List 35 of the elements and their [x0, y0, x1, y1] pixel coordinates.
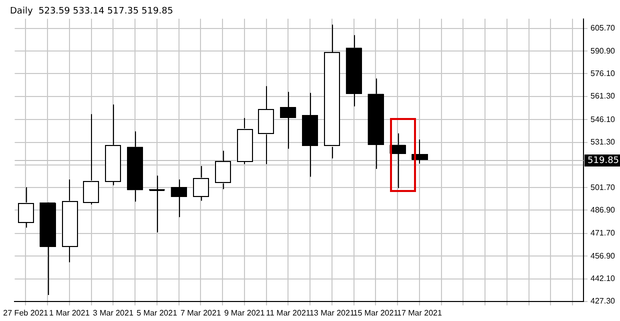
y-tick-label: 471.70: [590, 228, 616, 238]
candlestick: [149, 175, 165, 233]
x-tick-label: 7 Mar 2021: [180, 308, 222, 318]
candlestick: [127, 130, 143, 202]
chart-title: Daily 523.59 533.14 517.35 519.85: [10, 6, 174, 17]
x-tick-label: 5 Mar 2021: [136, 308, 178, 318]
y-tick-label: 546.10: [590, 114, 616, 124]
candlestick: [346, 34, 362, 107]
x-tick-label: 27 Feb 2021: [3, 308, 49, 318]
y-tick-label: 561.30: [590, 92, 616, 101]
x-tick-label: 17 Mar 2021: [396, 308, 442, 318]
candlestick: [18, 186, 34, 228]
candlestick: [280, 91, 296, 150]
y-tick-label: 590.90: [590, 46, 616, 56]
y-tick-label: 501.70: [590, 182, 616, 192]
y-tick-label: 576.10: [590, 68, 616, 78]
x-tick-label: 9 Mar 2021: [224, 308, 266, 318]
candlestick: [302, 92, 318, 178]
y-tick-label: 486.90: [590, 205, 616, 214]
x-tick-label: 1 Mar 2021: [49, 308, 90, 318]
x-tick-label: 15 Mar 2021: [353, 308, 399, 318]
candlestick: [192, 165, 209, 202]
y-tick-label: 605.70: [590, 24, 616, 33]
y-tick-label: 531.30: [590, 137, 616, 146]
y-tick-label: 427.30: [590, 296, 616, 306]
y-tick-label: 456.90: [590, 251, 616, 260]
ref-line-label: 519.85: [588, 156, 620, 166]
candlestick: [368, 78, 384, 170]
x-tick-label: 13 Mar 2021: [309, 308, 355, 318]
y-tick-label: 442.10: [590, 274, 616, 283]
x-tick-label: 11 Mar 2021: [266, 308, 311, 318]
candlestick: [170, 178, 187, 218]
candlestick: [83, 114, 100, 206]
x-tick-label: 3 Mar 2021: [92, 308, 134, 318]
candlestick: [258, 86, 274, 165]
